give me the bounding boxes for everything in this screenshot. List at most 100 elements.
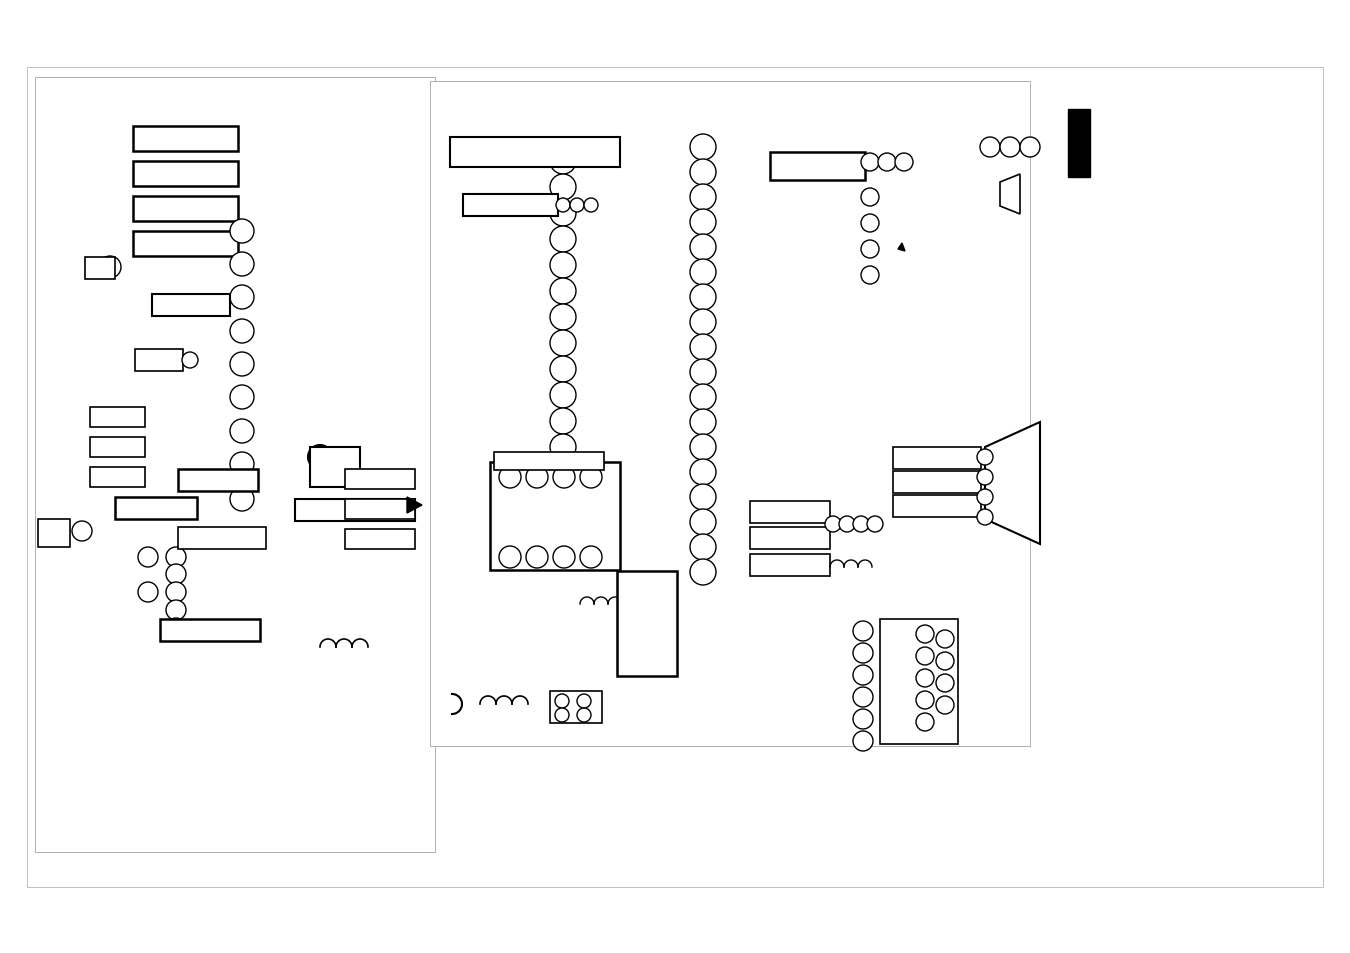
Circle shape <box>455 143 479 167</box>
Circle shape <box>853 665 873 685</box>
Circle shape <box>549 538 576 564</box>
Circle shape <box>549 486 576 513</box>
Bar <box>134 127 238 152</box>
Circle shape <box>539 143 563 167</box>
Circle shape <box>690 410 716 436</box>
Bar <box>134 196 238 222</box>
Polygon shape <box>406 497 423 514</box>
Circle shape <box>861 267 879 285</box>
Circle shape <box>690 359 716 386</box>
Circle shape <box>230 453 254 476</box>
Circle shape <box>230 286 254 310</box>
Circle shape <box>549 305 576 331</box>
Circle shape <box>230 253 254 276</box>
Circle shape <box>138 547 158 567</box>
Circle shape <box>649 613 667 630</box>
Circle shape <box>230 353 254 376</box>
Circle shape <box>861 189 879 207</box>
Bar <box>310 448 360 488</box>
Bar <box>346 499 414 519</box>
Bar <box>617 572 676 677</box>
Bar <box>346 530 414 550</box>
Bar <box>549 691 602 723</box>
Bar <box>134 232 238 256</box>
Circle shape <box>917 713 934 731</box>
Circle shape <box>549 513 576 538</box>
Circle shape <box>166 564 186 584</box>
Circle shape <box>576 695 591 708</box>
Circle shape <box>166 547 186 567</box>
Circle shape <box>549 201 576 227</box>
Bar <box>751 501 830 523</box>
Circle shape <box>182 353 198 369</box>
Circle shape <box>500 546 521 568</box>
Bar <box>85 257 115 280</box>
Circle shape <box>1000 138 1021 158</box>
Circle shape <box>554 467 575 489</box>
Circle shape <box>549 409 576 435</box>
Bar <box>153 294 230 316</box>
Circle shape <box>138 582 158 602</box>
Circle shape <box>230 319 254 344</box>
Bar <box>751 527 830 550</box>
Circle shape <box>690 260 716 286</box>
Circle shape <box>977 510 994 525</box>
Circle shape <box>977 470 994 485</box>
Bar <box>769 152 865 181</box>
Bar <box>135 350 184 372</box>
Bar <box>115 497 197 519</box>
Bar <box>880 619 958 744</box>
Circle shape <box>555 708 568 722</box>
Circle shape <box>549 253 576 278</box>
Circle shape <box>690 234 716 261</box>
Circle shape <box>556 199 570 213</box>
Circle shape <box>230 220 254 244</box>
Bar <box>494 453 603 471</box>
Bar <box>38 519 70 547</box>
Circle shape <box>853 621 873 641</box>
Circle shape <box>936 652 954 670</box>
Circle shape <box>690 385 716 411</box>
Circle shape <box>690 510 716 536</box>
Bar <box>178 470 258 492</box>
Circle shape <box>917 625 934 643</box>
Circle shape <box>580 546 602 568</box>
Circle shape <box>99 256 122 278</box>
Circle shape <box>1021 138 1040 158</box>
Bar <box>90 408 144 428</box>
Circle shape <box>166 582 186 602</box>
Circle shape <box>690 484 716 511</box>
Bar <box>463 194 558 216</box>
Circle shape <box>867 517 883 533</box>
Circle shape <box>690 210 716 235</box>
Circle shape <box>917 691 934 709</box>
Circle shape <box>936 630 954 648</box>
Circle shape <box>626 593 645 610</box>
Circle shape <box>567 143 591 167</box>
Bar <box>1068 110 1089 178</box>
Circle shape <box>230 386 254 410</box>
Circle shape <box>861 214 879 233</box>
Circle shape <box>549 278 576 305</box>
Circle shape <box>526 467 548 489</box>
Circle shape <box>878 153 896 172</box>
Circle shape <box>895 153 913 172</box>
Circle shape <box>649 652 667 670</box>
Circle shape <box>626 613 645 630</box>
Circle shape <box>230 488 254 512</box>
Circle shape <box>230 419 254 443</box>
Bar <box>27 68 1323 887</box>
Circle shape <box>825 517 841 533</box>
Circle shape <box>626 652 645 670</box>
Circle shape <box>649 573 667 590</box>
Circle shape <box>576 708 591 722</box>
Circle shape <box>549 356 576 382</box>
Bar <box>431 82 1030 746</box>
Circle shape <box>861 153 879 172</box>
Circle shape <box>977 450 994 465</box>
Circle shape <box>649 593 667 610</box>
Circle shape <box>690 535 716 560</box>
Circle shape <box>626 633 645 650</box>
Circle shape <box>526 546 548 568</box>
Bar <box>751 555 830 577</box>
